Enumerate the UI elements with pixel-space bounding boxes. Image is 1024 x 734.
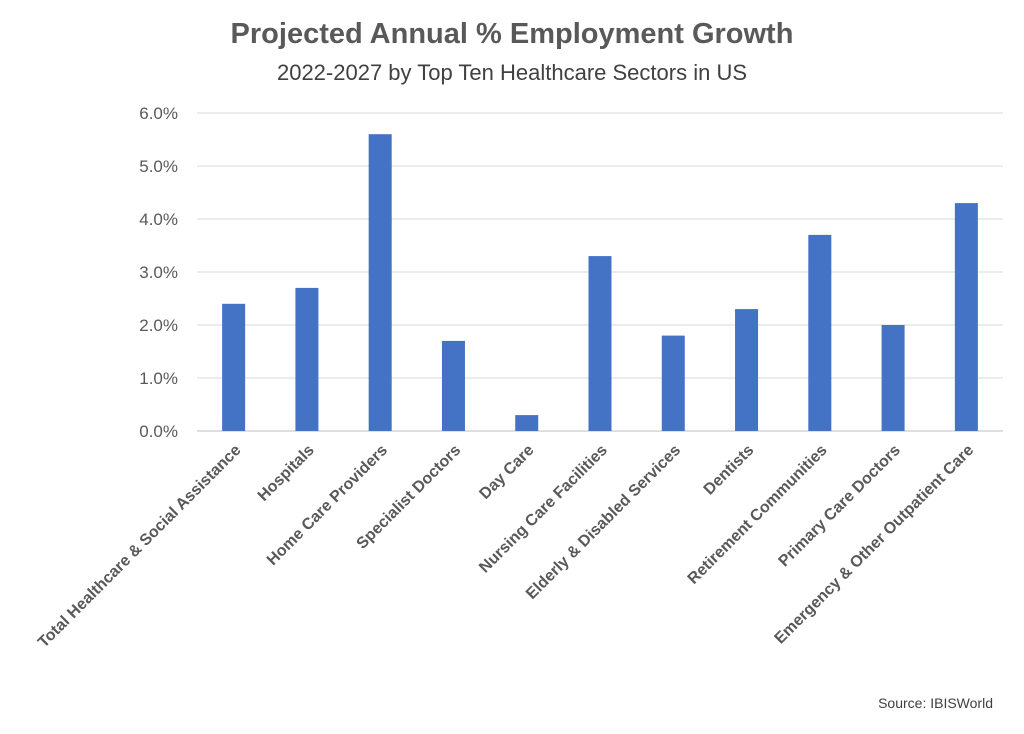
y-tick-label: 4.0% — [139, 210, 178, 229]
bar — [808, 234, 832, 431]
bar — [881, 325, 905, 431]
x-tick-label: Retirement Communities — [685, 442, 831, 588]
bar — [441, 340, 465, 431]
source-note: Source: IBISWorld — [878, 695, 993, 711]
bar — [295, 287, 319, 431]
bar — [368, 134, 392, 431]
chart-title: Projected Annual % Employment Growth — [230, 18, 794, 50]
bar — [954, 203, 978, 431]
y-tick-label: 3.0% — [139, 263, 178, 282]
x-tick-label: Dentists — [701, 442, 758, 499]
x-tick-label: Nursing Care Facilities — [476, 442, 611, 577]
x-tick-label: Total Healthcare & Social Assistance — [35, 442, 245, 652]
bar — [222, 303, 246, 431]
bar — [588, 256, 612, 431]
x-tick-label: Day Care — [476, 442, 537, 503]
bar — [515, 415, 539, 431]
y-tick-label: 5.0% — [139, 157, 178, 176]
x-tick-label: Elderly & Disabled Services — [523, 442, 684, 603]
y-tick-label: 1.0% — [139, 369, 178, 388]
x-tick-label: Home Care Providers — [264, 442, 391, 569]
bar — [661, 335, 685, 431]
chart-subtitle: 2022-2027 by Top Ten Healthcare Sectors … — [276, 60, 748, 85]
y-tick-label: 0.0% — [139, 422, 178, 441]
y-tick-label: 6.0% — [139, 104, 178, 123]
bar — [735, 309, 759, 431]
y-tick-label: 2.0% — [139, 316, 178, 335]
x-tick-label: Primary Care Doctors — [776, 442, 904, 570]
x-tick-label: Hospitals — [255, 442, 318, 505]
